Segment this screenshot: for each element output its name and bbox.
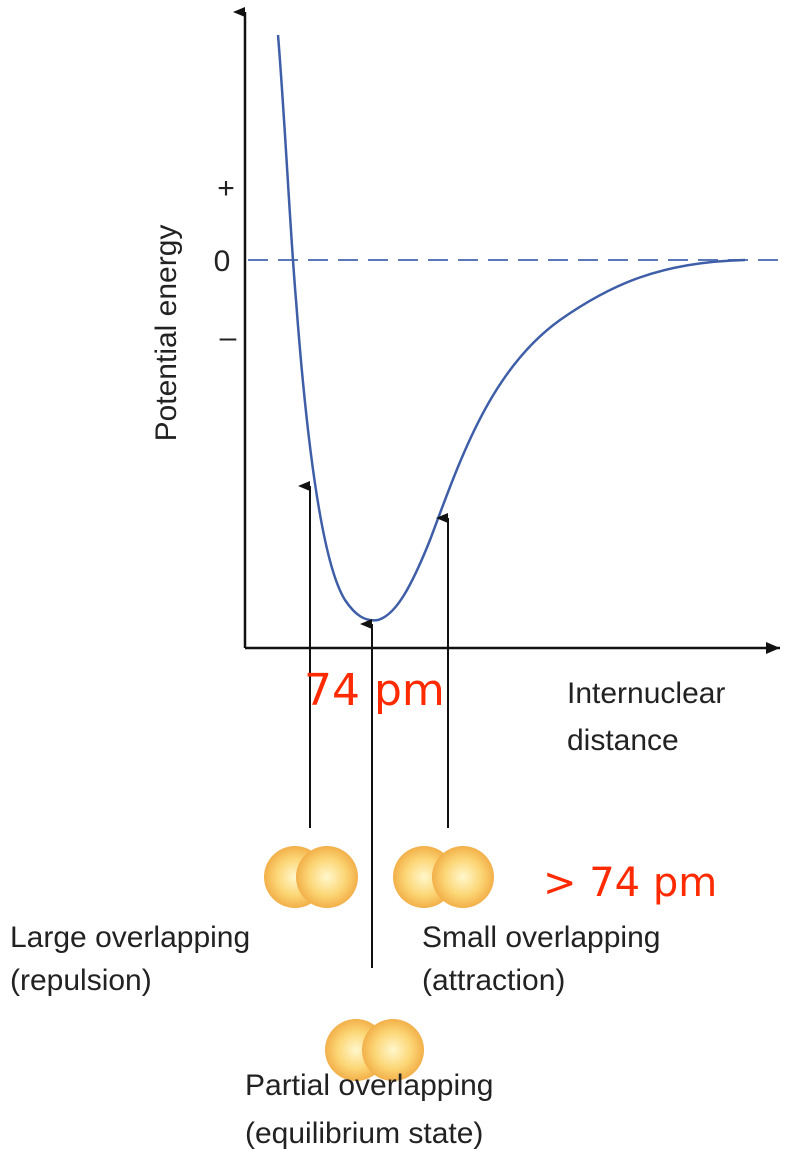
state-note: (repulsion) <box>10 964 152 997</box>
state-note: (attraction) <box>422 964 565 997</box>
state-title: Large overlapping <box>10 921 250 954</box>
y-tick-label: + <box>217 172 235 205</box>
atom-pair <box>393 846 494 908</box>
energy-curve <box>276 34 746 622</box>
state-title: Partial overlapping <box>245 1069 493 1102</box>
x-axis-label: Internuclear <box>567 677 725 710</box>
x-axis-label: distance <box>567 724 679 757</box>
atom-pair <box>325 1019 424 1081</box>
y-tick-label: – <box>220 321 237 354</box>
state-note: (equilibrium state) <box>245 1117 483 1150</box>
state-title: Small overlapping <box>422 921 660 954</box>
annotation: > 74 pm <box>543 860 717 906</box>
atom-pair <box>264 846 358 908</box>
y-tick-label: 0 <box>214 245 231 278</box>
y-axis-label: Potential energy <box>150 225 183 442</box>
annotation: 74 pm <box>304 665 445 716</box>
